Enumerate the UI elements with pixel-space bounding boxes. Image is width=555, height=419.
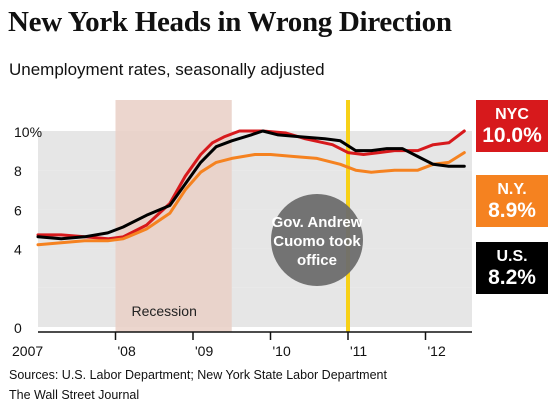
x-tick-label: '09 [195, 343, 213, 359]
badge-nyc: NYC 10.0% [476, 100, 548, 152]
badge-us: U.S. 8.2% [476, 242, 548, 294]
badge-nyc-value: 10.0% [482, 124, 542, 147]
badge-ny: N.Y. 8.9% [476, 175, 548, 227]
annotation-text: office [297, 252, 337, 269]
y-tick-label: 4 [14, 242, 22, 258]
series-line-nyc [36, 129, 466, 241]
badge-us-name: U.S. [496, 248, 528, 265]
x-tick-label: '11 [350, 343, 367, 359]
badge-us-value: 8.2% [488, 266, 536, 289]
grid-band [38, 170, 472, 210]
annotation-text: Cuomo took [273, 233, 361, 250]
annotation-bubble [271, 194, 363, 286]
badge-nyc-name: NYC [495, 106, 529, 123]
grid-band [38, 248, 472, 288]
recession-band [115, 100, 232, 332]
badge-ny-value: 8.9% [488, 199, 536, 222]
y-tick-label: 0 [14, 320, 22, 336]
annotation-text: Gov. Andrew [272, 214, 363, 231]
series-line-us [36, 129, 466, 241]
chart-subtitle: Unemployment rates, seasonally adjusted [9, 60, 325, 79]
grid-band [38, 209, 472, 249]
x-tick-label: '10 [273, 343, 291, 359]
series-line-ny [36, 151, 466, 247]
y-tick-label: 10% [14, 124, 42, 140]
x-tick-label: 2007 [12, 343, 43, 359]
chart-title: New York Heads in Wrong Direction [8, 6, 452, 38]
grid-band-top [38, 100, 472, 131]
y-tick-label: 8 [14, 163, 22, 179]
x-tick-label: '08 [118, 343, 136, 359]
y-tick-label: 6 [14, 202, 22, 218]
badge-ny-name: N.Y. [497, 181, 527, 198]
grid-band [38, 287, 472, 327]
source-note: Sources: U.S. Labor Department; New York… [9, 368, 387, 382]
x-tick-label: '12 [428, 343, 446, 359]
credit-note: The Wall Street Journal [9, 388, 140, 402]
recession-label: Recession [132, 303, 197, 319]
